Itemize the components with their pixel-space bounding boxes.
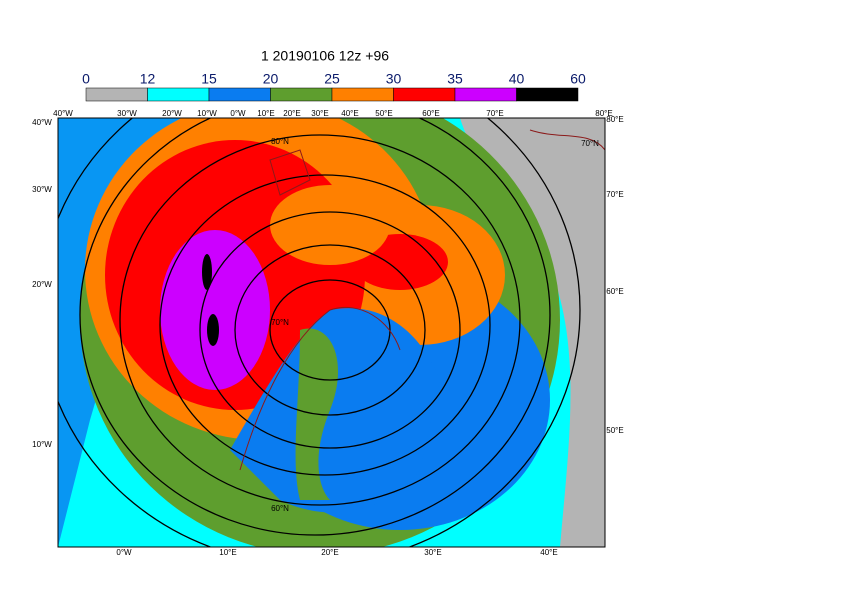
map-label: 70°N (271, 318, 289, 327)
map-label: 70°N (581, 139, 599, 148)
title: 1 20190106 12z +96 (261, 48, 389, 64)
map-label: 40°W (53, 109, 73, 118)
colorbar-label: 15 (201, 71, 217, 87)
map-label: 50°E (375, 109, 392, 118)
map-label: 20°E (283, 109, 300, 118)
colorbar-label: 60 (570, 71, 586, 87)
colorbar-segment (331, 87, 394, 102)
map-label: 40°W (32, 118, 52, 127)
colorbar-label: 20 (263, 71, 279, 87)
colorbar-segment (208, 87, 271, 102)
map-label: 60°E (422, 109, 439, 118)
map-label: 80°N (271, 137, 289, 146)
colorbar-segment (270, 87, 333, 102)
map-label: 10°W (197, 109, 217, 118)
map-label: 80°E (606, 115, 623, 124)
map-label: 0°W (116, 548, 132, 557)
map-label: 30°E (311, 109, 328, 118)
map-label: 10°E (219, 548, 236, 557)
colorbar-label: 25 (324, 71, 340, 87)
map-label: 40°E (341, 109, 358, 118)
map (58, 118, 605, 547)
map-label: 20°W (32, 280, 52, 289)
map-label: 60°E (606, 287, 623, 296)
map-label: 60°N (271, 504, 289, 513)
map-label: 20°E (321, 548, 338, 557)
colorbar: 0 12 15 20 25 30 35 40 60 (82, 71, 586, 102)
map-label: 70°E (606, 190, 623, 199)
map-label: 0°W (230, 109, 246, 118)
map-label: 40°E (540, 548, 557, 557)
map-label: 70°E (486, 109, 503, 118)
colorbar-segment (454, 87, 517, 102)
colorbar-segment (147, 87, 210, 102)
map-label: 30°W (117, 109, 137, 118)
map-label: 20°W (162, 109, 182, 118)
colorbar-segment (85, 87, 148, 102)
map-label: 10°W (32, 440, 52, 449)
map-label: 80°E (595, 109, 612, 118)
colorbar-label: 0 (82, 71, 90, 87)
colorbar-label: 40 (509, 71, 525, 87)
map-frame (57, 117, 606, 548)
map-label: 50°E (606, 426, 623, 435)
colorbar-segment (516, 87, 579, 102)
colorbar-label: 12 (140, 71, 156, 87)
map-labels: 40°W 30°W 20°W 10°W 0°W 10°E 20°E 30°E 40°E 50°E 6… (32, 109, 624, 557)
map-label: 10°E (257, 109, 274, 118)
colorbar-label: 35 (447, 71, 463, 87)
map-label: 30°E (424, 548, 441, 557)
colorbar-segment (393, 87, 456, 102)
map-label: 30°W (32, 185, 52, 194)
colorbar-label: 30 (386, 71, 402, 87)
